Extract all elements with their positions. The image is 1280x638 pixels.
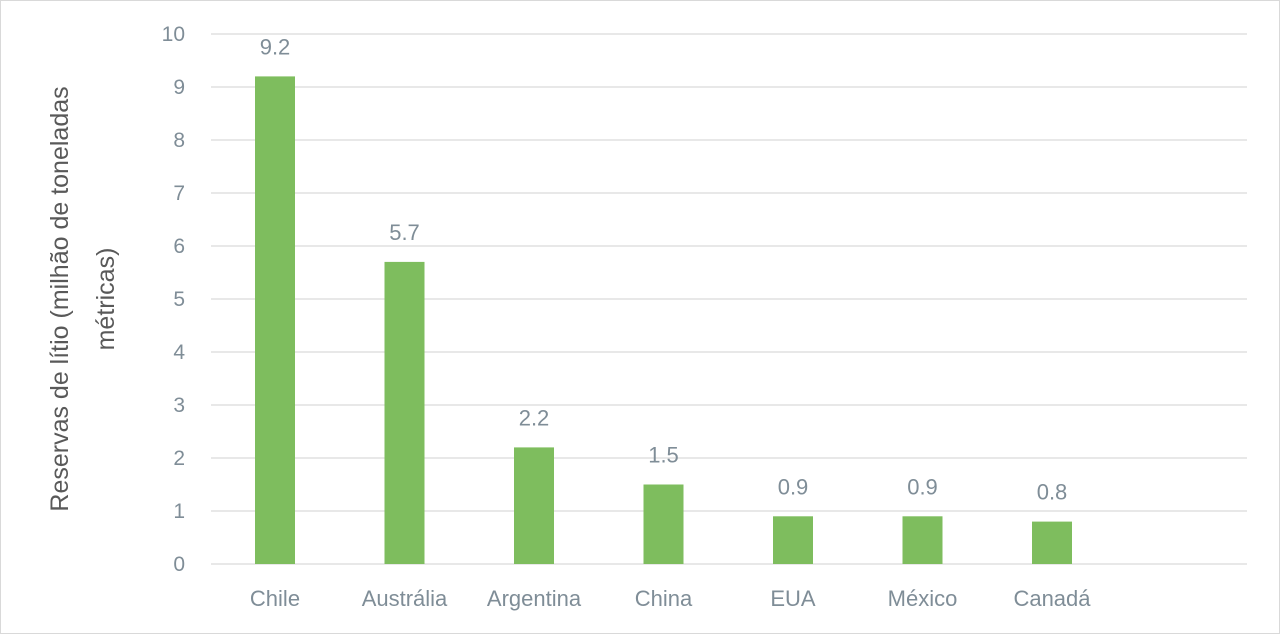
data-label-Austrália: 5.7 bbox=[389, 220, 420, 245]
bar-Canadá bbox=[1032, 521, 1072, 564]
data-label-Argentina: 2.2 bbox=[519, 405, 550, 430]
data-label-EUA: 0.9 bbox=[778, 474, 809, 499]
bars bbox=[255, 76, 1072, 565]
bar-EUA bbox=[773, 516, 813, 564]
data-label-Chile: 9.2 bbox=[260, 34, 291, 59]
x-axis-categories: Chile Austrália Argentina China EUA México Can… bbox=[250, 586, 1091, 611]
bar-Argentina bbox=[514, 447, 554, 564]
y-tick-label: 9 bbox=[173, 76, 185, 99]
y-tick-label: 5 bbox=[173, 288, 185, 311]
x-category-label: China bbox=[635, 586, 693, 611]
y-tick-label: 4 bbox=[173, 341, 185, 364]
bar-Austrália bbox=[384, 261, 425, 564]
y-tick-label: 3 bbox=[173, 394, 185, 417]
gridlines bbox=[211, 33, 1247, 565]
bar-Chile bbox=[255, 76, 295, 565]
data-labels: 9.2 5.7 2.2 1.5 0.9 0.9 0.8 bbox=[260, 34, 1068, 504]
y-axis-title-line-1: Reservas de lítio (milhão de toneladas bbox=[46, 86, 74, 511]
y-axis-ticks: 0 1 2 3 4 5 6 7 8 9 10 bbox=[162, 23, 186, 576]
y-tick-label: 10 bbox=[162, 23, 185, 46]
x-category-label: Argentina bbox=[487, 586, 582, 611]
data-label-México: 0.9 bbox=[907, 474, 938, 499]
y-tick-label: 6 bbox=[173, 235, 185, 258]
data-label-Canadá: 0.8 bbox=[1037, 480, 1068, 505]
y-tick-label: 2 bbox=[173, 447, 185, 470]
y-axis-title-line-2: métricas) bbox=[92, 248, 120, 351]
bar-China bbox=[643, 484, 684, 564]
y-tick-label: 0 bbox=[173, 553, 185, 576]
y-tick-label: 8 bbox=[173, 129, 185, 152]
x-category-label: México bbox=[888, 586, 958, 611]
x-category-label: Austrália bbox=[362, 586, 448, 611]
bar-México bbox=[902, 516, 943, 564]
x-category-label: Chile bbox=[250, 586, 300, 611]
y-tick-label: 7 bbox=[173, 182, 185, 205]
x-category-label: Canadá bbox=[1013, 586, 1091, 611]
data-label-China: 1.5 bbox=[648, 443, 679, 468]
y-axis-title: Reservas de lítio (milhão de toneladas m… bbox=[46, 86, 120, 511]
y-tick-label: 1 bbox=[173, 500, 185, 523]
x-category-label: EUA bbox=[770, 586, 816, 611]
